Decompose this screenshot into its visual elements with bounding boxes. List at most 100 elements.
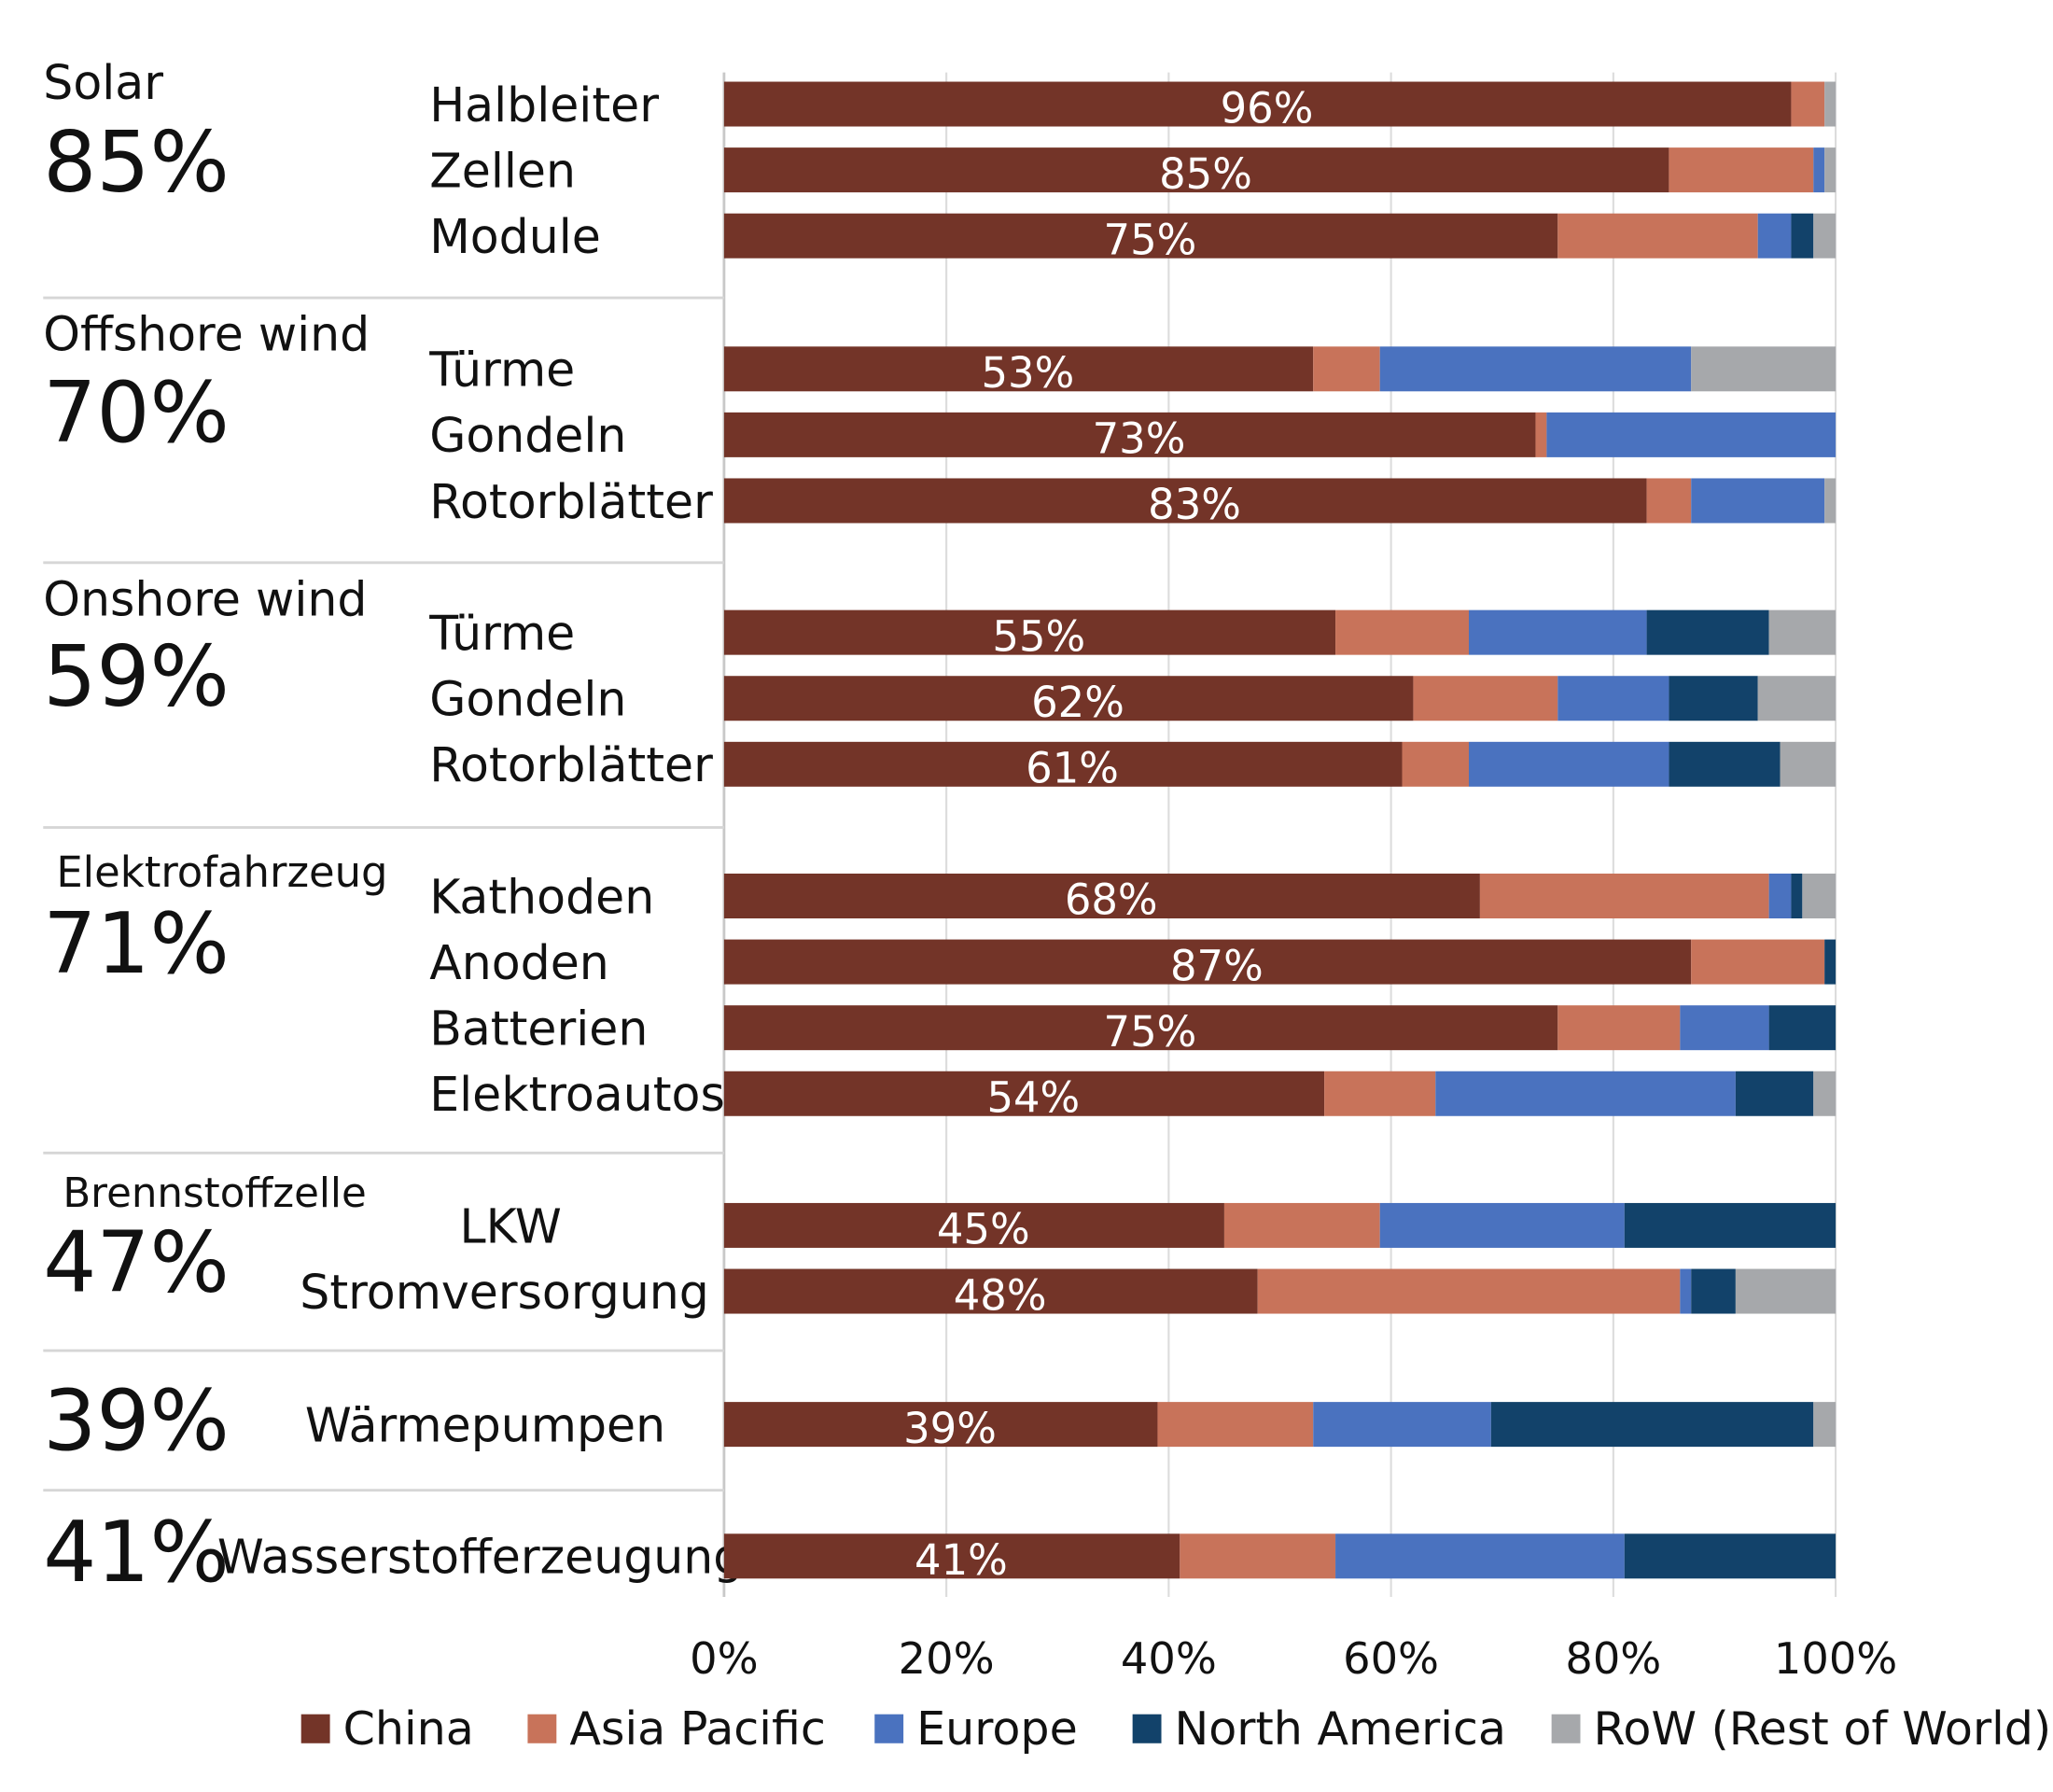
- bar-segment-china: [723, 939, 1692, 985]
- bar-segment-row: [1780, 741, 1837, 787]
- x-tick-label: 20%: [899, 1633, 995, 1684]
- bar-segment-europe: [1768, 874, 1792, 918]
- group-share: 71%: [43, 895, 230, 993]
- bar-segment-row: [1802, 874, 1837, 918]
- bar-segment-china: [723, 874, 1480, 918]
- bar-segment-china: [723, 1071, 1325, 1116]
- bar-segment-china: [723, 1202, 1224, 1248]
- group-share: 47%: [43, 1213, 230, 1311]
- bar-segment-asia: [1557, 1005, 1681, 1051]
- data-label: 62%: [1031, 678, 1124, 727]
- row-label: Rotorblätter: [429, 737, 713, 792]
- group-share: 70%: [43, 364, 230, 462]
- data-label: 48%: [954, 1270, 1047, 1320]
- data-label: 53%: [982, 348, 1075, 398]
- bar-segment-north: [1791, 213, 1814, 259]
- bar-segment-europe: [1813, 147, 1825, 193]
- bar-segment-china: [723, 478, 1647, 524]
- data-label: 54%: [986, 1072, 1080, 1122]
- bar-segment-china: [723, 346, 1314, 392]
- data-label: 41%: [915, 1535, 1008, 1585]
- bar-segment-row: [1813, 213, 1837, 259]
- bar-segment-europe: [1335, 1533, 1625, 1579]
- bar-segment-china: [723, 213, 1558, 259]
- bar-segment-north: [1624, 1533, 1837, 1579]
- bar-segment-china: [723, 1533, 1180, 1579]
- x-tick-label: 100%: [1774, 1633, 1897, 1684]
- bar-segment-china: [723, 1005, 1558, 1051]
- row-label: Batterien: [429, 1001, 648, 1056]
- row-label: Elektroautos: [429, 1067, 725, 1122]
- legend-label: RoW (Rest of World): [1594, 1701, 2052, 1756]
- bar-segment-china: [723, 147, 1669, 193]
- bar-segment-asia: [1791, 81, 1825, 127]
- legend-swatch: [1551, 1714, 1581, 1743]
- bar-segment-europe: [1757, 213, 1792, 259]
- bar-segment-china: [723, 1268, 1258, 1314]
- row-label: LKW: [459, 1198, 561, 1253]
- bar-segment-row: [1824, 147, 1837, 193]
- group-share: 85%: [43, 113, 230, 211]
- group-share: 41%: [43, 1504, 230, 1602]
- group-name: Solar: [43, 55, 163, 110]
- bar-segment-china: [723, 412, 1536, 457]
- bar-segment-row: [1813, 1071, 1837, 1116]
- bar-segment-north: [1791, 874, 1803, 918]
- legend-label: China: [343, 1701, 474, 1756]
- group-share: 59%: [43, 627, 230, 725]
- bar-segment-china: [723, 676, 1414, 721]
- bar-segment-asia: [1257, 1268, 1681, 1314]
- bar-segment-north: [1490, 1402, 1814, 1448]
- bar-segment-europe: [1557, 676, 1669, 721]
- bar-segment-europe: [1313, 1402, 1491, 1448]
- legend-swatch: [874, 1714, 904, 1743]
- bar-segment-europe: [1379, 1202, 1625, 1248]
- data-label: 87%: [1170, 941, 1264, 990]
- legend-swatch: [527, 1714, 557, 1743]
- bar-segment-asia: [1313, 346, 1380, 392]
- bar-segment-row: [1768, 609, 1837, 655]
- legend-label: Europe: [916, 1701, 1078, 1756]
- bar-segment-china: [723, 609, 1336, 655]
- row-label: Rotorblätter: [429, 474, 713, 529]
- bar-segment-europe: [1680, 1268, 1692, 1314]
- x-tick-label: 0%: [690, 1633, 758, 1684]
- data-label: 75%: [1104, 1007, 1197, 1057]
- bar-segment-asia: [1669, 147, 1814, 193]
- data-label: 75%: [1104, 215, 1197, 264]
- bar-segment-asia: [1157, 1402, 1314, 1448]
- bar-segment-row: [1813, 1402, 1837, 1448]
- bar-segment-europe: [1468, 609, 1647, 655]
- group-share: 39%: [43, 1372, 230, 1470]
- bar-segment-north: [1768, 1005, 1837, 1051]
- row-label: Module: [429, 209, 601, 264]
- x-tick-label: 80%: [1565, 1633, 1661, 1684]
- legend-swatch: [1132, 1714, 1162, 1743]
- x-tick-label: 40%: [1121, 1633, 1217, 1684]
- bar-segment-row: [1735, 1268, 1837, 1314]
- legend-swatch: [300, 1714, 330, 1743]
- bar-segment-row: [1824, 81, 1837, 127]
- bar-segment-china: [723, 1402, 1158, 1448]
- row-label: Gondeln: [429, 408, 626, 463]
- data-label: 73%: [1093, 414, 1186, 464]
- bar-segment-north: [1824, 939, 1837, 985]
- bar-segment-asia: [1402, 741, 1469, 787]
- row-label: Stromversorgung: [300, 1265, 709, 1320]
- bar-segment-asia: [1180, 1533, 1336, 1579]
- group-name: Brennstoffzelle: [63, 1170, 366, 1217]
- x-tick-label: 60%: [1343, 1633, 1439, 1684]
- bar-segment-north: [1669, 741, 1781, 787]
- bar-segment-north: [1735, 1071, 1814, 1116]
- bar-segment-europe: [1691, 478, 1825, 524]
- bar-segment-north: [1624, 1202, 1837, 1248]
- bar-segment-north: [1669, 676, 1758, 721]
- bar-segment-europe: [1435, 1071, 1736, 1116]
- bar-segment-europe: [1379, 346, 1692, 392]
- bar-segment-north: [1691, 1268, 1736, 1314]
- bar-segment-north: [1646, 609, 1769, 655]
- data-label: 85%: [1159, 149, 1252, 199]
- bar-segment-china: [723, 81, 1792, 127]
- group-name: Offshore wind: [43, 306, 370, 361]
